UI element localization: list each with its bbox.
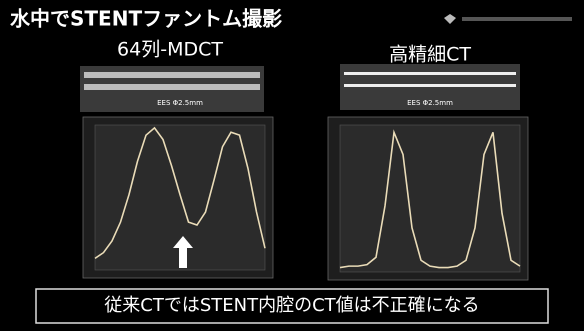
logo-text-placeholder	[462, 17, 572, 21]
chart-title: 高精細CT	[389, 44, 471, 66]
caption: 従来CTではSTENT内腔のCT値は不正確になる	[104, 295, 479, 316]
chart-subtitle: EES Φ2.5mm	[407, 99, 453, 107]
slide: 水中でSTENTファントム撮影 従来CTではSTENT内腔のCT値は不正確になる…	[0, 0, 584, 331]
slide-title: 水中でSTENTファントム撮影	[10, 7, 282, 31]
chart-title: 64列-MDCT	[117, 39, 223, 61]
chart-subtitle: EES Φ2.5mm	[157, 99, 203, 107]
plot-area	[340, 125, 520, 272]
